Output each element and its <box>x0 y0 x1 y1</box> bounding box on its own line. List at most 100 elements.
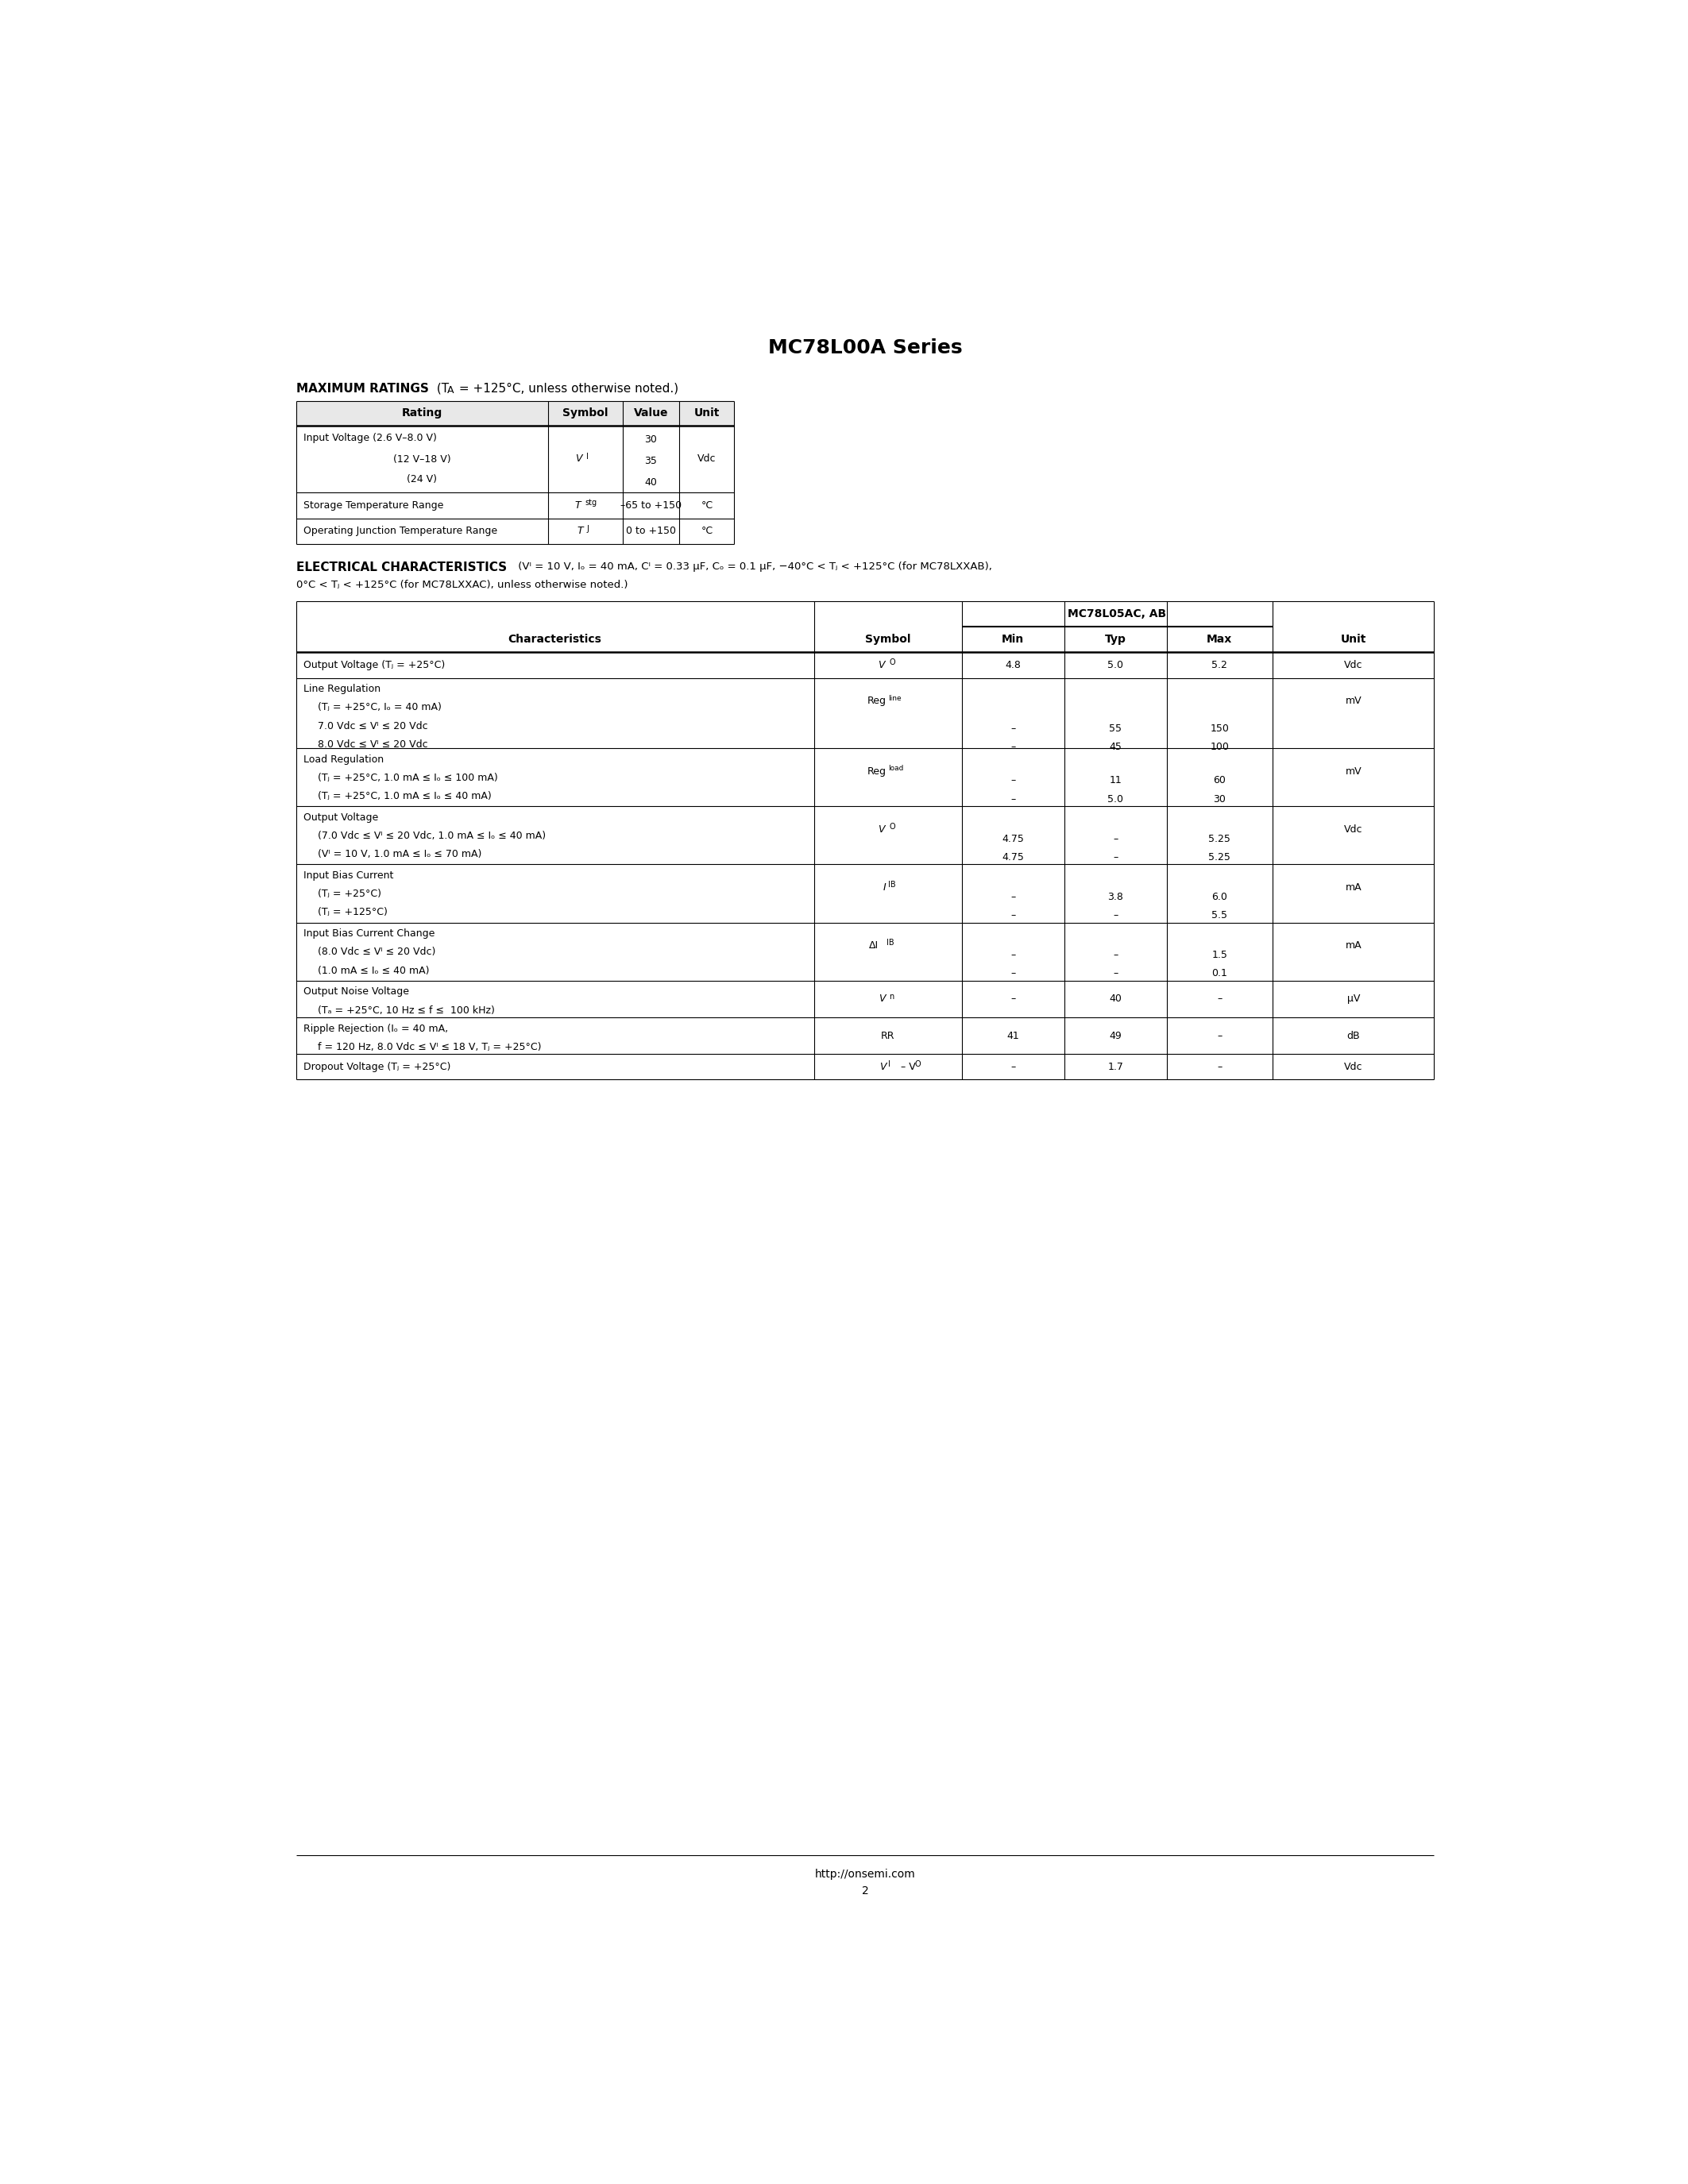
Text: 35: 35 <box>645 456 657 465</box>
Text: –: – <box>1011 891 1016 902</box>
Text: 40: 40 <box>645 478 657 487</box>
Text: (Vᴵ = 10 V, Iₒ = 40 mA, Cᴵ = 0.33 μF, Cₒ = 0.1 μF, −40°C < Tⱼ < +125°C (for MC78: (Vᴵ = 10 V, Iₒ = 40 mA, Cᴵ = 0.33 μF, Cₒ… <box>515 561 993 572</box>
Text: f = 120 Hz, 8.0 Vdc ≤ Vᴵ ≤ 18 V, Tⱼ = +25°C): f = 120 Hz, 8.0 Vdc ≤ Vᴵ ≤ 18 V, Tⱼ = +2… <box>317 1042 542 1053</box>
Text: mV: mV <box>1345 697 1362 705</box>
Text: Symbol: Symbol <box>864 633 912 644</box>
Text: mA: mA <box>1345 882 1362 893</box>
Text: MC78L05AC, AB: MC78L05AC, AB <box>1069 607 1166 620</box>
Text: –: – <box>1217 1061 1222 1072</box>
Text: MAXIMUM RATINGS: MAXIMUM RATINGS <box>295 382 429 395</box>
Text: 55: 55 <box>1109 723 1123 734</box>
Text: (Vᴵ = 10 V, 1.0 mA ≤ Iₒ ≤ 70 mA): (Vᴵ = 10 V, 1.0 mA ≤ Iₒ ≤ 70 mA) <box>317 850 481 860</box>
Text: Unit: Unit <box>1340 633 1366 644</box>
Text: Storage Temperature Range: Storage Temperature Range <box>304 500 444 511</box>
Text: 6.0: 6.0 <box>1212 891 1227 902</box>
Text: 2: 2 <box>861 1885 869 1896</box>
Text: V: V <box>878 823 885 834</box>
Text: (Tⱼ = +25°C): (Tⱼ = +25°C) <box>317 889 381 900</box>
Text: mA: mA <box>1345 941 1362 950</box>
Text: 5.0: 5.0 <box>1107 793 1124 804</box>
Text: I: I <box>888 1061 891 1068</box>
Text: V: V <box>879 994 886 1005</box>
Text: Dropout Voltage (Tⱼ = +25°C): Dropout Voltage (Tⱼ = +25°C) <box>304 1061 451 1072</box>
Text: 5.5: 5.5 <box>1212 911 1227 919</box>
Text: –: – <box>1011 723 1016 734</box>
Text: –: – <box>1112 852 1117 863</box>
Text: 30: 30 <box>645 435 657 446</box>
Text: 150: 150 <box>1210 723 1229 734</box>
Text: Output Noise Voltage: Output Noise Voltage <box>304 987 408 998</box>
Text: http://onsemi.com: http://onsemi.com <box>815 1870 915 1880</box>
Text: (Tⱼ = +25°C, Iₒ = 40 mA): (Tⱼ = +25°C, Iₒ = 40 mA) <box>317 703 441 712</box>
Text: –: – <box>1112 968 1117 978</box>
Text: 60: 60 <box>1214 775 1225 786</box>
Text: V: V <box>576 454 582 465</box>
Text: 1.7: 1.7 <box>1107 1061 1124 1072</box>
Text: IB: IB <box>886 939 895 946</box>
Text: (Tₐ = +25°C, 10 Hz ≤ f ≤  100 kHz): (Tₐ = +25°C, 10 Hz ≤ f ≤ 100 kHz) <box>317 1005 495 1016</box>
Text: 3.8: 3.8 <box>1107 891 1124 902</box>
Text: 1.5: 1.5 <box>1212 950 1227 961</box>
Text: 4.8: 4.8 <box>1004 660 1021 670</box>
Text: –65 to +150: –65 to +150 <box>619 500 682 511</box>
Text: –: – <box>1011 968 1016 978</box>
Text: 0°C < Tⱼ < +125°C (for MC78LXXAC), unless otherwise noted.): 0°C < Tⱼ < +125°C (for MC78LXXAC), unles… <box>295 579 628 590</box>
Text: V: V <box>879 1061 886 1072</box>
Text: 100: 100 <box>1210 743 1229 751</box>
Text: (1.0 mA ≤ Iₒ ≤ 40 mA): (1.0 mA ≤ Iₒ ≤ 40 mA) <box>317 965 429 976</box>
Text: 45: 45 <box>1109 743 1123 751</box>
Text: –: – <box>1011 775 1016 786</box>
Text: 4.75: 4.75 <box>1003 834 1025 843</box>
Text: –: – <box>1112 834 1117 843</box>
Text: (Tⱼ = +25°C, 1.0 mA ≤ Iₒ ≤ 100 mA): (Tⱼ = +25°C, 1.0 mA ≤ Iₒ ≤ 100 mA) <box>317 773 498 784</box>
Text: (24 V): (24 V) <box>407 474 437 485</box>
Text: 5.2: 5.2 <box>1212 660 1227 670</box>
Text: IB: IB <box>888 880 896 889</box>
Text: °C: °C <box>701 500 712 511</box>
Text: Vdc: Vdc <box>1344 823 1362 834</box>
Text: Min: Min <box>1003 633 1025 644</box>
Text: °C: °C <box>701 526 712 537</box>
Text: (Tⱼ = +25°C, 1.0 mA ≤ Iₒ ≤ 40 mA): (Tⱼ = +25°C, 1.0 mA ≤ Iₒ ≤ 40 mA) <box>317 791 491 802</box>
Text: MC78L00A Series: MC78L00A Series <box>768 339 962 358</box>
Text: ELECTRICAL CHARACTERISTICS: ELECTRICAL CHARACTERISTICS <box>295 561 506 572</box>
Text: (Tⱼ = +125°C): (Tⱼ = +125°C) <box>317 906 387 917</box>
Text: –: – <box>1217 1031 1222 1042</box>
Text: –: – <box>1011 1061 1016 1072</box>
Text: stg: stg <box>586 500 598 507</box>
Text: dB: dB <box>1347 1031 1361 1042</box>
Text: Input Voltage (2.6 V–8.0 V): Input Voltage (2.6 V–8.0 V) <box>304 432 437 443</box>
Text: 41: 41 <box>1006 1031 1020 1042</box>
Text: Reg: Reg <box>868 767 886 778</box>
Text: (T: (T <box>432 382 449 395</box>
Text: O: O <box>890 823 895 830</box>
Text: I: I <box>883 882 886 893</box>
Text: 40: 40 <box>1109 994 1123 1005</box>
Text: ΔI: ΔI <box>869 941 879 950</box>
Text: Output Voltage: Output Voltage <box>304 812 378 823</box>
Text: Load Regulation: Load Regulation <box>304 753 383 764</box>
Text: Input Bias Current Change: Input Bias Current Change <box>304 928 436 939</box>
Text: n: n <box>890 992 895 1000</box>
Text: Output Voltage (Tⱼ = +25°C): Output Voltage (Tⱼ = +25°C) <box>304 660 446 670</box>
Text: (7.0 Vdc ≤ Vᴵ ≤ 20 Vdc, 1.0 mA ≤ Iₒ ≤ 40 mA): (7.0 Vdc ≤ Vᴵ ≤ 20 Vdc, 1.0 mA ≤ Iₒ ≤ 40… <box>317 830 545 841</box>
Text: – V: – V <box>898 1061 917 1072</box>
Text: Max: Max <box>1207 633 1232 644</box>
Text: O: O <box>890 660 895 666</box>
Text: Typ: Typ <box>1106 633 1126 644</box>
Text: 8.0 Vdc ≤ Vᴵ ≤ 20 Vdc: 8.0 Vdc ≤ Vᴵ ≤ 20 Vdc <box>317 738 427 749</box>
Text: A: A <box>447 384 454 395</box>
Text: Input Bias Current: Input Bias Current <box>304 871 393 880</box>
Text: –: – <box>1011 911 1016 919</box>
Text: I: I <box>586 452 587 461</box>
Text: μV: μV <box>1347 994 1361 1005</box>
Text: O: O <box>915 1061 922 1068</box>
Text: 0.1: 0.1 <box>1212 968 1227 978</box>
Text: Symbol: Symbol <box>562 408 608 419</box>
Text: T: T <box>576 500 581 511</box>
Text: 4.75: 4.75 <box>1003 852 1025 863</box>
Text: 7.0 Vdc ≤ Vᴵ ≤ 20 Vdc: 7.0 Vdc ≤ Vᴵ ≤ 20 Vdc <box>317 721 427 732</box>
Text: J: J <box>586 524 589 533</box>
Text: Ripple Rejection (Iₒ = 40 mA,: Ripple Rejection (Iₒ = 40 mA, <box>304 1024 447 1033</box>
Text: Reg: Reg <box>868 697 886 705</box>
